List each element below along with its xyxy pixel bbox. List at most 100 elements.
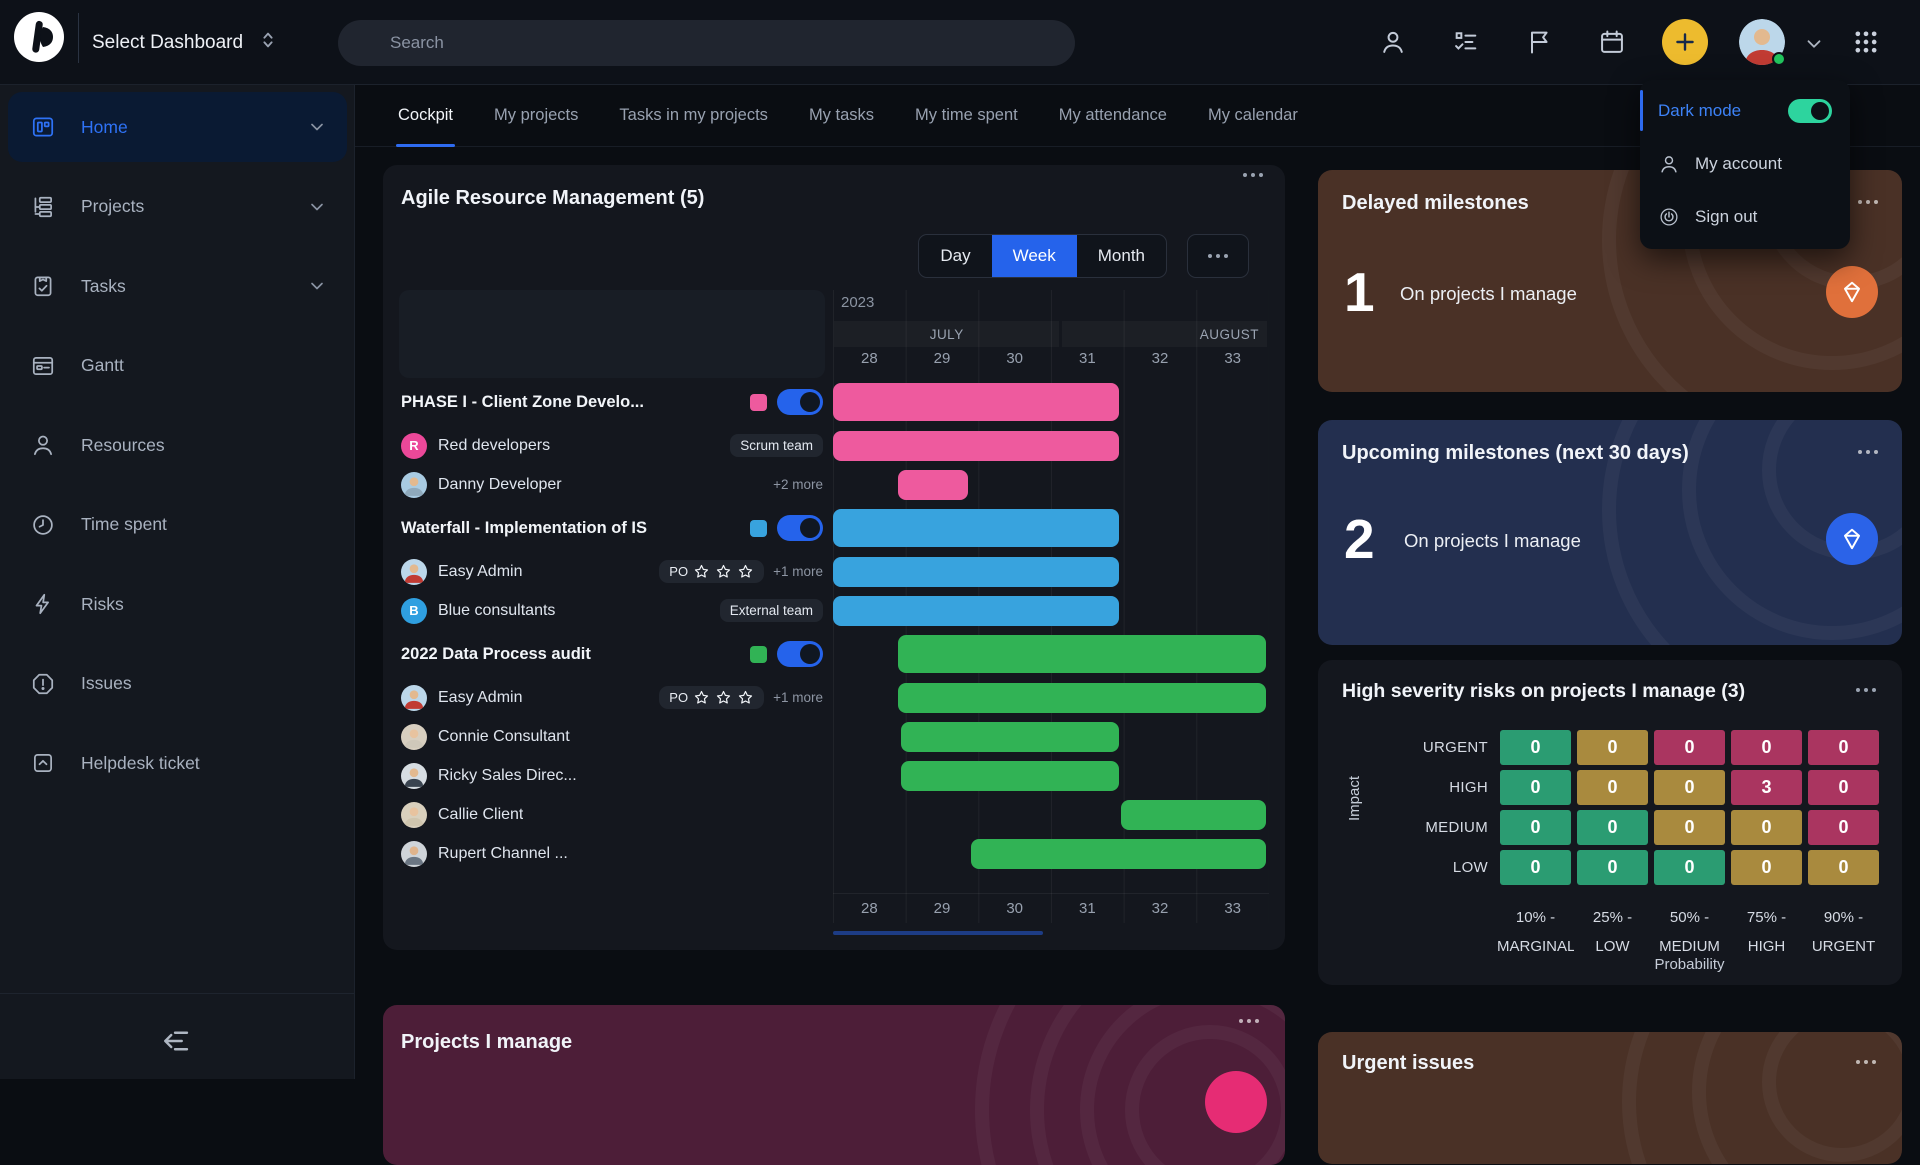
risk-matrix-cell[interactable]: 0 <box>1577 770 1648 805</box>
person-name[interactable]: Ricky Sales Direc... <box>438 766 577 784</box>
person-name[interactable]: Danny Developer <box>438 475 562 493</box>
user-icon[interactable] <box>1379 28 1407 56</box>
panel-menu-dots[interactable] <box>1239 1019 1259 1023</box>
user-avatar[interactable] <box>1739 19 1786 66</box>
allocation-bar[interactable] <box>897 635 1267 673</box>
gantt-project-row: Waterfall - Implementation of IS <box>399 504 1269 552</box>
gantt-horizontal-scrollbar[interactable] <box>833 931 1043 935</box>
person-name[interactable]: Easy Admin <box>438 562 523 580</box>
risk-matrix-cell[interactable]: 0 <box>1731 850 1802 885</box>
risk-matrix-cell[interactable]: 0 <box>1500 770 1571 805</box>
project-visibility-toggle[interactable] <box>777 515 823 541</box>
allocation-bar[interactable] <box>833 595 1119 626</box>
sidebar-item-label: Risks <box>81 593 124 614</box>
collapse-sidebar-icon[interactable] <box>160 1023 196 1055</box>
allocation-bar[interactable] <box>897 682 1267 713</box>
risk-matrix-cell[interactable]: 0 <box>1731 810 1802 845</box>
dashboard-selector[interactable]: Select Dashboard <box>92 0 279 85</box>
person-name[interactable]: Connie Consultant <box>438 727 570 745</box>
risk-matrix-cell[interactable]: 0 <box>1500 730 1571 765</box>
calendar-icon[interactable] <box>1598 28 1626 56</box>
risk-matrix-cell[interactable]: 0 <box>1577 810 1648 845</box>
allocation-bar[interactable] <box>900 721 1119 752</box>
risk-matrix-cell[interactable]: 0 <box>1808 810 1879 845</box>
view-month-button[interactable]: Month <box>1097 246 1145 265</box>
view-day-button[interactable]: Day <box>940 246 971 265</box>
panel-menu-dots[interactable] <box>1243 173 1263 177</box>
allocation-bar[interactable] <box>897 469 969 500</box>
allocation-bar[interactable] <box>833 430 1119 461</box>
person-name[interactable]: Blue consultants <box>438 601 556 619</box>
risk-matrix-cell[interactable]: 0 <box>1577 730 1648 765</box>
more-count-label[interactable]: +1 more <box>773 690 823 705</box>
tab-cockpit[interactable]: Cockpit <box>395 85 456 147</box>
person-name[interactable]: Callie Client <box>438 805 524 823</box>
view-week-button[interactable]: Week <box>991 235 1077 277</box>
risk-matrix-cell[interactable]: 0 <box>1654 850 1725 885</box>
create-new-button[interactable] <box>1662 19 1708 65</box>
risk-matrix-cell[interactable]: 0 <box>1808 770 1879 805</box>
sidebar-item-home[interactable]: Home <box>8 92 347 162</box>
risk-matrix-cell[interactable]: 0 <box>1654 810 1725 845</box>
project-visibility-toggle[interactable] <box>777 389 823 415</box>
dark-mode-toggle[interactable] <box>1788 98 1832 123</box>
tab-my-projects[interactable]: My projects <box>494 106 579 124</box>
risk-matrix-cell[interactable]: 0 <box>1500 810 1571 845</box>
sidebar-item-gantt[interactable]: Gantt <box>8 331 347 401</box>
milestone-count: 1 <box>1344 261 1375 323</box>
tab-my-attendance[interactable]: My attendance <box>1058 106 1167 124</box>
list-check-icon[interactable] <box>1452 28 1480 56</box>
sidebar-item-issues[interactable]: Issues <box>8 649 347 719</box>
flag-icon[interactable] <box>1525 28 1553 56</box>
risk-matrix-cell[interactable]: 0 <box>1577 850 1648 885</box>
search-input[interactable] <box>338 20 1075 66</box>
allocation-bar[interactable] <box>900 760 1119 791</box>
sign-out-menu-item[interactable]: Sign out <box>1640 190 1850 243</box>
panel-menu-dots[interactable] <box>1856 688 1876 692</box>
milestone-diamond-icon[interactable] <box>1826 513 1878 565</box>
sidebar-item-projects[interactable]: Projects <box>8 172 347 242</box>
risk-matrix-cell[interactable]: 0 <box>1731 730 1802 765</box>
sidebar-item-risks[interactable]: Risks <box>8 569 347 639</box>
more-count-label[interactable]: +2 more <box>773 477 823 492</box>
tab-tasks-in-my-projects[interactable]: Tasks in my projects <box>619 106 768 124</box>
risk-matrix-cell[interactable]: 3 <box>1731 770 1802 805</box>
sidebar-item-helpdesk-ticket[interactable]: Helpdesk ticket <box>8 728 347 798</box>
allocation-bar[interactable] <box>833 509 1119 547</box>
allocation-bar[interactable] <box>1121 799 1267 830</box>
sidebar-item-time-spent[interactable]: Time spent <box>8 490 347 560</box>
risk-matrix-cell[interactable]: 0 <box>1808 730 1879 765</box>
project-visibility-toggle[interactable] <box>777 641 823 667</box>
project-name[interactable]: 2022 Data Process audit <box>401 644 591 663</box>
sidebar-item-resources[interactable]: Resources <box>8 410 347 480</box>
risk-matrix-cell[interactable]: 0 <box>1500 850 1571 885</box>
tab-my-time-spent[interactable]: My time spent <box>915 106 1018 124</box>
panel-menu-dots[interactable] <box>1856 1060 1876 1064</box>
panel-menu-dots[interactable] <box>1858 450 1878 454</box>
panel-menu-dots[interactable] <box>1858 200 1878 204</box>
impact-row-label: MEDIUM <box>1425 819 1488 836</box>
allocation-bar[interactable] <box>971 838 1267 869</box>
allocation-bar[interactable] <box>833 556 1119 587</box>
gantt-options-button[interactable] <box>1187 234 1249 278</box>
risk-matrix-cell[interactable]: 0 <box>1654 770 1725 805</box>
probability-col-label: 75% - HIGH <box>1746 909 1787 955</box>
milestone-diamond-icon[interactable] <box>1826 266 1878 318</box>
tab-my-tasks[interactable]: My tasks <box>808 106 875 124</box>
sidebar-item-tasks[interactable]: Tasks <box>8 251 347 321</box>
chevron-down-icon[interactable] <box>1803 33 1825 55</box>
project-name[interactable]: PHASE I - Client Zone Develo... <box>401 392 644 411</box>
project-name[interactable]: Waterfall - Implementation of IS <box>401 518 647 537</box>
risk-matrix-cell[interactable]: 0 <box>1808 850 1879 885</box>
tab-my-calendar[interactable]: My calendar <box>1207 106 1298 124</box>
person-name[interactable]: Red developers <box>438 436 551 454</box>
risk-matrix-cell[interactable]: 0 <box>1654 730 1725 765</box>
apps-grid-icon[interactable] <box>1852 28 1880 56</box>
person-name[interactable]: Easy Admin <box>438 688 523 706</box>
more-count-label[interactable]: +1 more <box>773 564 823 579</box>
my-account-menu-item[interactable]: My account <box>1640 137 1850 190</box>
dark-mode-menu-item[interactable]: Dark mode <box>1640 84 1850 137</box>
app-logo-icon[interactable] <box>13 11 65 63</box>
person-name[interactable]: Rupert Channel ... <box>438 844 568 862</box>
allocation-bar[interactable] <box>833 383 1119 421</box>
